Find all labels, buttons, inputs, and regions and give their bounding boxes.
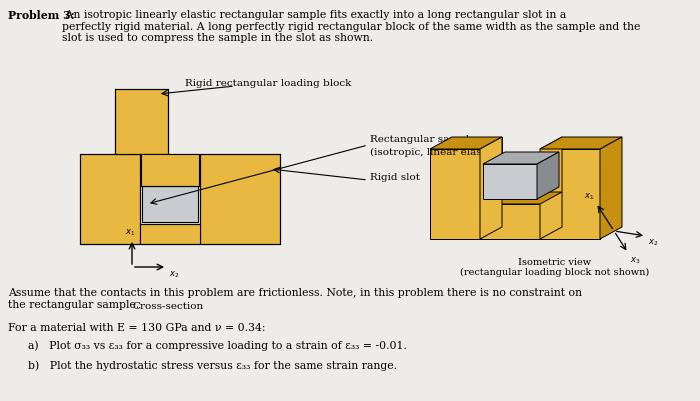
Polygon shape [537, 153, 559, 200]
Polygon shape [480, 138, 502, 239]
Polygon shape [200, 155, 280, 244]
Text: $x_2$: $x_2$ [169, 269, 179, 280]
Polygon shape [140, 225, 200, 244]
Text: Isometric view: Isometric view [519, 257, 592, 266]
Text: Assume that the contacts in this problem are frictionless. Note, in this problem: Assume that the contacts in this problem… [8, 287, 582, 309]
Text: a)   Plot σ₃₃ vs ε₃₃ for a compressive loading to a strain of ε₃₃ = -0.01.: a) Plot σ₃₃ vs ε₃₃ for a compressive loa… [28, 339, 407, 350]
Polygon shape [540, 138, 622, 150]
Text: b)   Plot the hydrostatic stress versus ε₃₃ for the same strain range.: b) Plot the hydrostatic stress versus ε₃… [28, 359, 397, 370]
Polygon shape [483, 153, 559, 164]
Text: Rigid rectangular loading block: Rigid rectangular loading block [185, 78, 351, 87]
Polygon shape [480, 192, 562, 205]
Text: Rigid slot: Rigid slot [370, 173, 420, 182]
Polygon shape [502, 192, 562, 227]
Polygon shape [540, 150, 600, 239]
Polygon shape [430, 150, 480, 239]
Text: For a material with E = 130 GPa and ν = 0.34:: For a material with E = 130 GPa and ν = … [8, 322, 265, 332]
Text: An isotropic linearly elastic rectangular sample fits exactly into a long rectan: An isotropic linearly elastic rectangula… [62, 10, 640, 43]
Polygon shape [540, 138, 562, 239]
Polygon shape [115, 90, 168, 155]
Polygon shape [142, 186, 198, 223]
Text: $x_2$: $x_2$ [648, 237, 658, 248]
Polygon shape [600, 138, 622, 239]
Polygon shape [430, 138, 502, 150]
Polygon shape [80, 155, 140, 244]
Polygon shape [480, 205, 540, 239]
Text: (rectangular loading block not shown): (rectangular loading block not shown) [461, 267, 650, 276]
Text: Cross-section: Cross-section [132, 301, 204, 310]
Polygon shape [452, 138, 502, 227]
Text: Problem 3:: Problem 3: [8, 10, 75, 21]
Text: $x_3$: $x_3$ [630, 255, 640, 266]
Text: $x_1$: $x_1$ [125, 227, 135, 237]
Text: Rectangular sample: Rectangular sample [370, 135, 475, 144]
Text: $x_1$: $x_1$ [584, 191, 594, 201]
Polygon shape [141, 155, 199, 186]
Polygon shape [483, 164, 537, 200]
Text: (isotropic, linear elastic): (isotropic, linear elastic) [370, 147, 499, 156]
